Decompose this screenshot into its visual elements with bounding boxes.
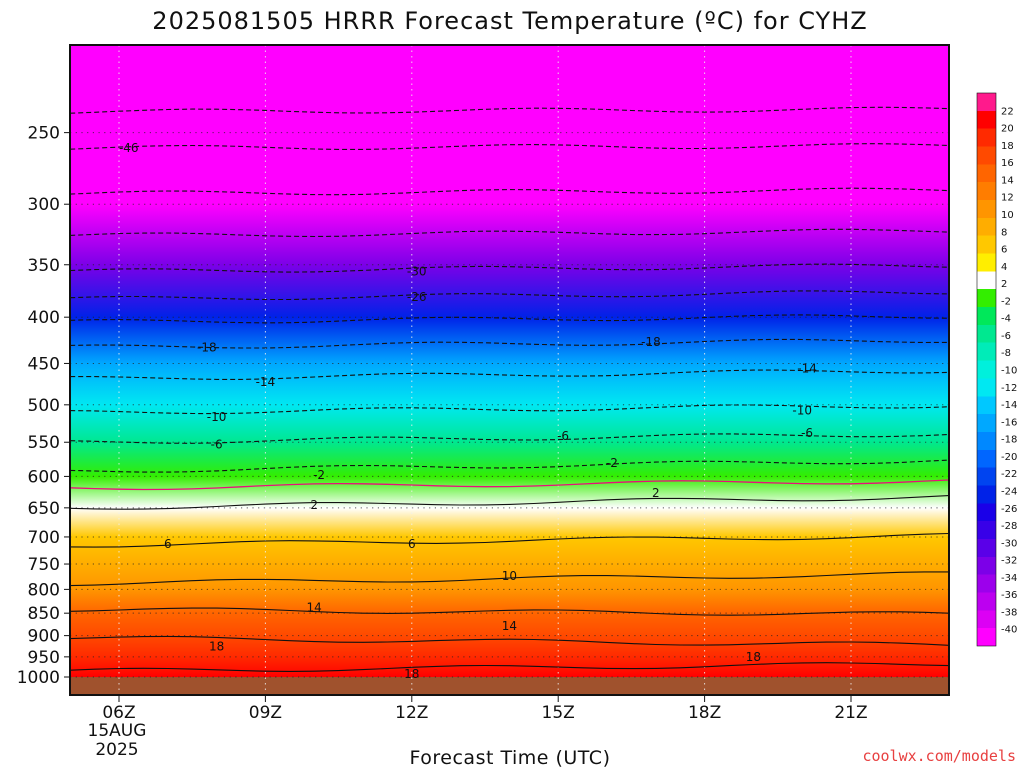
y-tick-label: 450 <box>28 354 60 374</box>
y-tick-label: 850 <box>28 604 60 624</box>
colorbar-label: -18 <box>1001 435 1017 446</box>
y-tick-label: 800 <box>28 580 60 600</box>
colorbar-label: -16 <box>1001 417 1017 428</box>
x-axis-title: Forecast Time (UTC) <box>410 747 611 768</box>
colorbar-label: -40 <box>1001 625 1017 636</box>
y-tick-label: 1000 <box>17 668 60 688</box>
colorbar-label: -32 <box>1001 556 1017 567</box>
x-tick-label: 12Z <box>395 703 428 723</box>
y-tick-label: 400 <box>28 308 60 328</box>
colorbar-label: 8 <box>1001 227 1007 238</box>
x-date-line-2: 2025 <box>95 740 138 760</box>
y-tick-label: 900 <box>28 627 60 647</box>
y-tick-label: 250 <box>28 124 60 144</box>
colorbar-label: 6 <box>1001 245 1007 256</box>
x-tick-label: 15Z <box>542 703 575 723</box>
y-tick-label: 550 <box>28 433 60 453</box>
colorbar-label: -26 <box>1001 504 1017 515</box>
contour-label: -46 <box>119 141 139 155</box>
contour-labels: -46 -30 -26 -18 -18 -14 -14 -10 -10 -6 -6 -6 -2 -2 2 2 6… <box>119 141 817 681</box>
colorbar: 22 20 18 16 14 12 10 8 6 4 2 -2 -4 -6 -8 -10 -12 -14 -16 -1… <box>976 92 1017 647</box>
contour-label: -30 <box>407 264 427 278</box>
colorbar-label: -30 <box>1001 538 1017 549</box>
contour-label: 18 <box>209 639 224 653</box>
contour-label: 14 <box>307 601 322 615</box>
contour-label: -6 <box>211 437 223 451</box>
contour-label: -2 <box>313 468 325 482</box>
colorbar-label: -24 <box>1001 486 1017 497</box>
colorbar-label: 14 <box>1001 175 1014 186</box>
colorbar-label: 10 <box>1001 210 1014 221</box>
y-tick-label: 950 <box>28 648 60 668</box>
contour-label: -18 <box>641 335 661 349</box>
y-tick-label: 500 <box>28 396 60 416</box>
colorbar-label: -10 <box>1001 366 1017 377</box>
contour-label: 18 <box>404 667 419 681</box>
colorbar-labels: 22 20 18 16 14 12 10 8 6 4 2 -2 -4 -6 -8 -10 -12 -14 -16 -1… <box>1001 106 1017 635</box>
contour-label: -26 <box>407 290 427 304</box>
colorbar-label: -6 <box>1001 331 1011 342</box>
contour-label: 18 <box>746 650 761 664</box>
contour-label: -14 <box>256 375 276 389</box>
x-tick-label: 18Z <box>688 703 721 723</box>
contour-label: 6 <box>408 537 416 551</box>
colorbar-label: -38 <box>1001 607 1017 618</box>
y-tick-label: 600 <box>28 467 60 487</box>
x-tick-label: 06Z <box>102 703 135 723</box>
colorbar-label: -14 <box>1001 400 1017 411</box>
x-tick-label: 21Z <box>834 703 867 723</box>
colorbar-label: 4 <box>1001 262 1007 273</box>
colorbar-label: -4 <box>1001 314 1011 325</box>
chart-title: 2025081505 HRRR Forecast Temperature (ºC… <box>152 7 867 35</box>
colorbar-label: -34 <box>1001 573 1017 584</box>
y-tick-label: 650 <box>28 499 60 519</box>
colorbar-label: 12 <box>1001 193 1014 204</box>
contour-label: 6 <box>164 537 172 551</box>
contour-label: -2 <box>606 456 618 470</box>
contour-label: -10 <box>792 403 812 417</box>
colorbar-label: -36 <box>1001 590 1017 601</box>
colorbar-label: 18 <box>1001 141 1014 152</box>
contour-label: -18 <box>197 340 217 354</box>
colorbar-label: -8 <box>1001 348 1011 359</box>
colorbar-label: 16 <box>1001 158 1014 169</box>
colorbar-swatches <box>976 92 997 647</box>
contour-label: -6 <box>801 426 813 440</box>
contour-label: -10 <box>207 410 227 424</box>
y-tick-label: 750 <box>28 555 60 575</box>
grid-lines <box>70 45 949 695</box>
plot-frame <box>69 44 950 696</box>
below-ground-band <box>70 677 949 695</box>
contour-label: 2 <box>310 498 318 512</box>
x-date-line-1: 15AUG <box>88 721 147 741</box>
contour-label: -14 <box>797 362 817 376</box>
colorbar-label: -22 <box>1001 469 1017 480</box>
plot-area: -46 -30 -26 -18 -18 -14 -14 -10 -10 -6 -6 -6 -2 -2 2 2 6… <box>69 44 950 696</box>
colorbar-label: -20 <box>1001 452 1017 463</box>
colorbar-label: 22 <box>1001 106 1014 117</box>
credit-text: coolwx.com/models <box>862 747 1016 765</box>
x-axis-ticks: 06Z 09Z 12Z 15Z 18Z 21Z <box>102 695 868 723</box>
colorbar-label: 20 <box>1001 124 1014 135</box>
colorbar-label: -12 <box>1001 383 1017 394</box>
contour-label: 10 <box>502 569 517 583</box>
y-tick-label: 700 <box>28 528 60 548</box>
y-tick-label: 350 <box>28 256 60 276</box>
contour-label: -6 <box>557 429 569 443</box>
colorbar-label: -28 <box>1001 521 1017 532</box>
temperature-field <box>70 45 949 695</box>
x-tick-label: 09Z <box>249 703 282 723</box>
contour-label: 14 <box>502 619 517 633</box>
colorbar-label: -2 <box>1001 296 1011 307</box>
y-axis-ticks: 250 300 350 400 450 500 550 600 650 700 750 800 850 9… <box>17 124 70 688</box>
colorbar-label: 2 <box>1001 279 1007 290</box>
contour-label: 2 <box>652 486 660 500</box>
y-tick-label: 300 <box>28 195 60 215</box>
contour-lines <box>70 106 949 672</box>
